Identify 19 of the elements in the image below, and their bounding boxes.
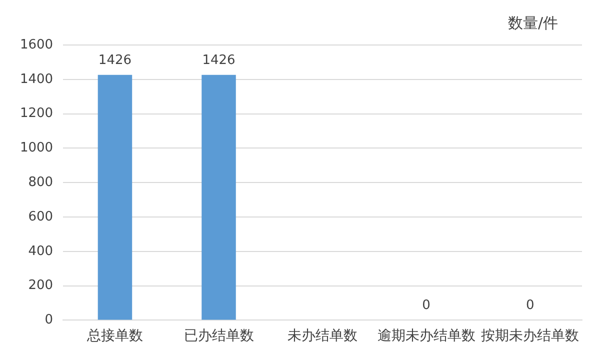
data-label: 1426: [98, 52, 132, 68]
x-tick-label: 已办结单数: [184, 328, 254, 344]
y-tick-label: 1000: [20, 140, 54, 156]
y-tick-label: 800: [28, 174, 54, 190]
y-tick-label: 200: [28, 278, 54, 294]
x-tick-label: 总接单数: [86, 328, 143, 344]
x-tick-label: 按期未办结单数: [481, 328, 580, 344]
y-tick-label: 600: [28, 209, 54, 224]
x-tick-label: 未办结单数: [288, 328, 358, 344]
y-tick-label: 0: [44, 312, 54, 328]
data-label: 0: [526, 298, 534, 314]
x-tick-label: 逾期未办结单数: [377, 328, 476, 344]
y-tick-label: 1400: [20, 72, 54, 87]
y-tick-label: 400: [28, 244, 54, 259]
text: 数量/件: [508, 14, 558, 32]
data-label: 0: [422, 298, 430, 314]
data-label: 1426: [202, 52, 236, 68]
y-tick-label: 1600: [20, 37, 54, 52]
y-tick-label: 1200: [20, 106, 54, 122]
